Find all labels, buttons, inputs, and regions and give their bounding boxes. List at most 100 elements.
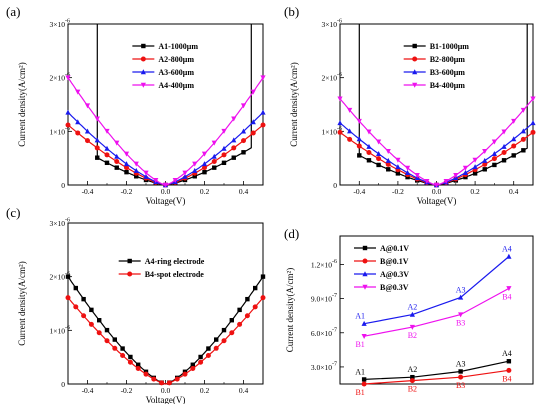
panel-letter: (a) — [6, 4, 20, 19]
data-point — [221, 145, 227, 151]
y-tick-exponent: -6 — [65, 218, 70, 224]
data-point — [201, 151, 208, 157]
data-point — [104, 145, 110, 151]
data-point — [506, 367, 512, 373]
point-label: B2 — [408, 331, 417, 340]
data-point — [133, 161, 139, 167]
point-label: A4 — [502, 244, 512, 253]
data-point — [241, 138, 246, 144]
x-tick-label: 0.4 — [239, 386, 249, 395]
data-point — [376, 139, 382, 145]
point-label: B3 — [456, 381, 465, 390]
series-line — [364, 369, 509, 385]
legend-label: B@0.1V — [380, 257, 409, 266]
y-tick-exponent: -7 — [332, 327, 337, 333]
data-point — [376, 162, 381, 168]
data-point — [506, 286, 512, 292]
point-label: B4 — [502, 292, 511, 301]
data-point — [376, 156, 382, 162]
data-point — [85, 138, 90, 144]
data-point — [114, 140, 120, 146]
y-tick-exponent: -6 — [65, 72, 70, 78]
data-point — [198, 359, 204, 365]
panel-b: (b)-0.4 -0.2 0.0 0.2 0.401×10 -62×10 -63×10 -6V… — [284, 4, 536, 206]
data-point — [337, 120, 343, 126]
data-point — [134, 174, 139, 179]
data-point — [143, 170, 149, 176]
x-tick-label: -0.2 — [121, 187, 133, 196]
data-point — [135, 366, 141, 372]
panel-letter: (b) — [284, 4, 299, 19]
data-point — [75, 89, 81, 95]
x-axis-title: Voltage(V) — [417, 196, 457, 206]
data-point — [136, 362, 141, 367]
series-line — [67, 297, 264, 385]
data-point — [361, 381, 367, 387]
data-point — [240, 128, 247, 134]
panel-letter: (d) — [284, 226, 299, 241]
data-point — [482, 148, 488, 154]
point-label: A2 — [407, 365, 417, 374]
x-tick-label: -0.4 — [353, 187, 365, 196]
data-point — [81, 313, 87, 319]
data-point — [347, 128, 353, 134]
data-point — [385, 157, 391, 163]
data-point — [73, 304, 79, 310]
legend-label: B1-1000μm — [430, 42, 470, 51]
data-point — [491, 139, 497, 145]
data-point — [162, 182, 169, 188]
data-point — [202, 169, 207, 175]
data-point — [520, 128, 526, 134]
data-point — [458, 374, 464, 380]
data-point — [182, 173, 188, 179]
data-point — [133, 167, 139, 173]
y-axis-title: Current density(A/cm²) — [285, 268, 295, 352]
data-point — [104, 152, 110, 158]
data-point — [114, 165, 119, 170]
data-point — [361, 320, 367, 326]
data-point — [492, 162, 497, 168]
data-point — [361, 333, 367, 339]
data-point — [424, 178, 430, 184]
legend-marker — [140, 82, 146, 88]
data-point — [491, 156, 497, 162]
data-point — [229, 318, 234, 323]
x-tick-label: -0.4 — [82, 386, 94, 395]
legend-marker — [127, 271, 133, 277]
y-tick-exponent: -6 — [337, 19, 342, 25]
data-point — [366, 143, 372, 149]
data-point — [73, 285, 78, 291]
legend-label: A4-400μm — [158, 81, 194, 90]
data-point — [237, 321, 243, 327]
data-point — [410, 374, 415, 380]
point-label: A1 — [355, 312, 365, 321]
data-point — [409, 324, 415, 330]
data-point — [65, 75, 71, 81]
data-point — [89, 307, 94, 313]
data-point — [530, 120, 536, 126]
legend-marker — [412, 43, 417, 49]
data-point — [97, 318, 102, 323]
y-tick-exponent: -6 — [337, 72, 342, 78]
point-label: B2 — [408, 385, 417, 394]
data-point — [395, 164, 401, 170]
data-point — [94, 145, 100, 151]
y-tick-exponent: -6 — [65, 19, 70, 25]
data-point — [221, 160, 227, 166]
data-point — [260, 274, 266, 279]
data-point — [260, 295, 266, 301]
point-label: A2 — [407, 303, 417, 312]
data-point — [123, 151, 130, 157]
data-point — [229, 330, 235, 336]
x-tick-label: 0.2 — [200, 187, 210, 196]
data-point — [214, 337, 219, 342]
data-point — [84, 103, 91, 109]
data-point — [211, 140, 217, 146]
series-line — [339, 98, 534, 186]
data-point — [409, 378, 415, 384]
y-tick-label: 6.0×10 — [311, 329, 332, 338]
data-point — [190, 366, 196, 372]
series-line — [363, 256, 510, 325]
data-point — [482, 167, 487, 172]
y-tick-exponent: -6 — [332, 259, 337, 265]
